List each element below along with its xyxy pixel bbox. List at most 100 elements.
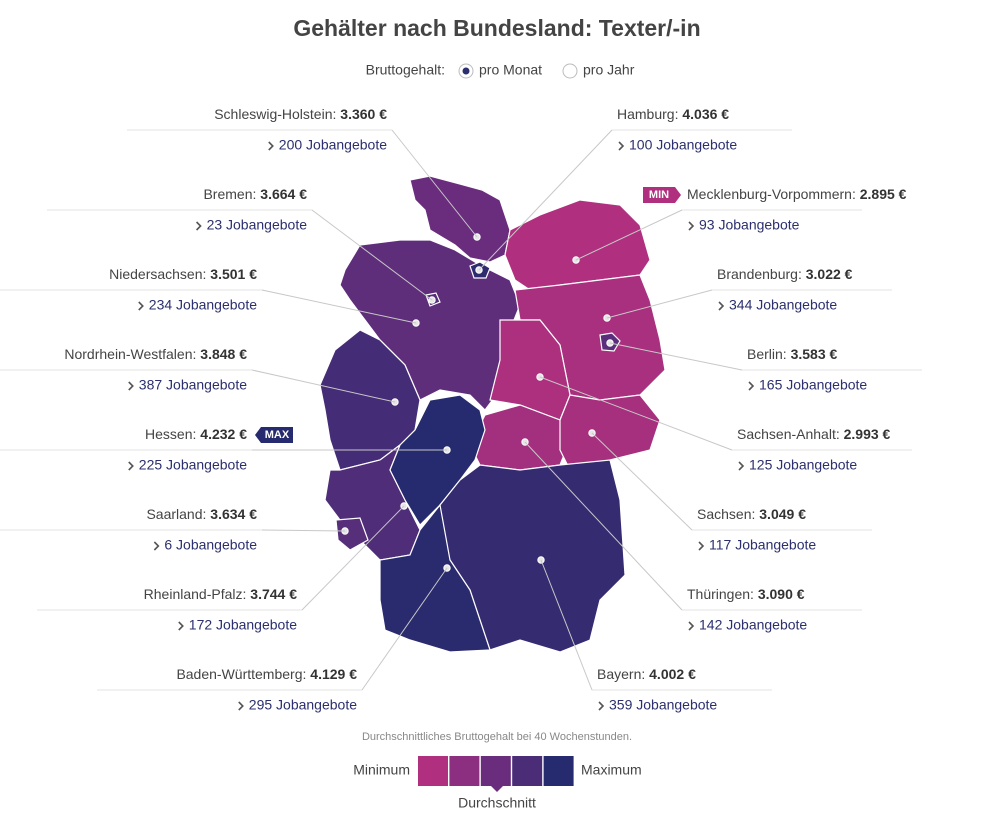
chevron [153, 541, 160, 551]
jobs-link[interactable]: 387 Jobangebote [139, 377, 247, 393]
chevron [598, 701, 605, 711]
state-salary: 3.360 € [340, 106, 387, 122]
jobs-link[interactable]: 6 Jobangebote [164, 537, 257, 553]
leader-line [478, 129, 613, 271]
state-shape[interactable] [335, 517, 369, 551]
badge-text: MAX [265, 429, 290, 441]
state-label: Rheinland-Pfalz: 3.744 € [144, 586, 298, 602]
state-label: Nordrhein-Westfalen: 3.848 € [64, 346, 247, 362]
state-name: Hamburg: [617, 106, 678, 122]
state-name: Bremen: [203, 186, 256, 202]
leader-line [606, 289, 713, 319]
state-salary: 3.664 € [260, 186, 307, 202]
state-label: Bayern: 4.002 € [597, 666, 696, 682]
chevron [138, 301, 144, 311]
chevron [738, 461, 745, 471]
chevron [178, 621, 184, 631]
state-salary: 4.002 € [649, 666, 696, 682]
state-label: Brandenburg: 3.022 € [717, 266, 853, 282]
legend-pointer [491, 786, 503, 792]
state-shape[interactable] [389, 394, 486, 526]
state-shape[interactable] [409, 175, 511, 263]
chevron [698, 541, 705, 551]
leader-line [261, 529, 346, 532]
state-shape[interactable] [559, 394, 661, 471]
state-name: Sachsen-Anhalt: [737, 426, 840, 442]
chevron [618, 141, 625, 151]
option[interactable]: pro Monat [479, 62, 542, 78]
leader-line [301, 505, 405, 611]
jobs-link[interactable]: 225 Jobangebote [139, 457, 247, 473]
state-name: Bayern: [597, 666, 645, 682]
state-salary: 4.232 € [200, 426, 247, 442]
chevron [688, 621, 695, 631]
state-salary: 2.993 € [844, 426, 891, 442]
badge [643, 187, 681, 203]
state-label: Thüringen: 3.090 € [687, 586, 805, 602]
radio-jahr[interactable]: pro Jahr [562, 62, 635, 79]
jobs-link[interactable]: 142 Jobangebote [699, 617, 807, 633]
state-name: Saarland: [146, 506, 206, 522]
chevron [718, 301, 725, 311]
state-salary: 3.744 € [250, 586, 297, 602]
chevron [128, 381, 134, 391]
state-name: Niedersachsen: [109, 266, 206, 282]
leader-line [391, 129, 478, 238]
leader-line [540, 559, 593, 691]
state-label: Sachsen: 3.049 € [697, 506, 806, 522]
jobs-link[interactable]: 359 Jobangebote [609, 697, 717, 713]
legend-box [543, 756, 574, 786]
jobs-link[interactable]: 165 Jobangebote [759, 377, 867, 393]
state-salary: 2.895 € [860, 186, 907, 202]
option[interactable]: pro Jahr [583, 62, 635, 78]
radio[interactable] [562, 63, 578, 79]
jobs-link[interactable]: 344 Jobangebote [729, 297, 837, 313]
legend-box [512, 756, 543, 786]
state-label: Baden-Württemberg: 4.129 € [176, 666, 357, 682]
jobs-link[interactable]: 295 Jobangebote [249, 697, 357, 713]
state-label: Hamburg: 4.036 € [617, 106, 729, 122]
state-label: Berlin: 3.583 € [747, 346, 838, 362]
chevron [195, 221, 202, 231]
leader-line [261, 289, 417, 324]
jobs-link[interactable]: 234 Jobangebote [149, 297, 257, 313]
state-name: Berlin: [747, 346, 787, 362]
state-label: Mecklenburg-Vorpommern: 2.895 € [687, 186, 907, 202]
chevron [238, 701, 244, 711]
state-label: Hessen: 4.232 € [145, 426, 247, 442]
state-salary: 4.036 € [682, 106, 729, 122]
state-salary: 3.501 € [210, 266, 257, 282]
leader-line [609, 342, 743, 371]
state-label: Schleswig-Holstein: 3.360 € [214, 106, 387, 122]
toggle-label: Bruttogehalt: [366, 62, 445, 78]
leader-line [575, 209, 683, 261]
jobs-link[interactable]: 200 Jobangebote [279, 137, 387, 153]
state-name: Sachsen: [697, 506, 755, 522]
jobs-link[interactable]: 23 Jobangebote [207, 217, 308, 233]
jobs-link[interactable]: 125 Jobangebote [749, 457, 857, 473]
badge [255, 427, 293, 443]
state-salary: 3.090 € [758, 586, 805, 602]
state-name: Mecklenburg-Vorpommern: [687, 186, 856, 202]
radio-monat[interactable]: pro Monat [458, 62, 542, 79]
map [319, 175, 666, 653]
state-salary: 3.022 € [806, 266, 853, 282]
state-salary: 3.634 € [210, 506, 257, 522]
jobs-link[interactable]: 100 Jobangebote [629, 137, 737, 153]
jobs-link[interactable]: 117 Jobangebote [709, 537, 816, 553]
chevron [688, 221, 695, 231]
labels: Schleswig-Holstein: 3.360 € 200 Jobangebo… [0, 106, 922, 713]
leader-line [361, 567, 448, 691]
leader-line [524, 441, 683, 611]
leader-line [539, 376, 733, 451]
state-name: Rheinland-Pfalz: [144, 586, 247, 602]
jobs-link[interactable]: 93 Jobangebote [699, 217, 800, 233]
state-shape[interactable] [379, 503, 491, 653]
jobs-link[interactable]: 172 Jobangebote [189, 617, 297, 633]
legend-scale [418, 756, 574, 786]
state-salary: 3.049 € [759, 506, 806, 522]
chevron [748, 381, 755, 391]
leader-line [251, 369, 396, 403]
state-name: Nordrhein-Westfalen: [64, 346, 196, 362]
state-label: Bremen: 3.664 € [203, 186, 307, 202]
